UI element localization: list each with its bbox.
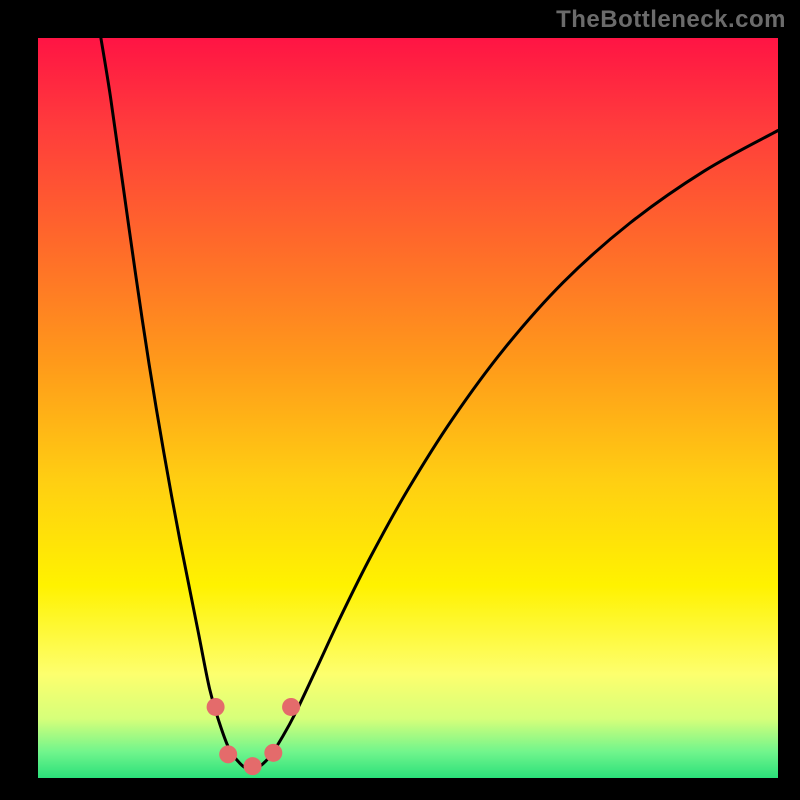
data-marker xyxy=(264,744,282,762)
data-marker xyxy=(207,698,225,716)
data-marker xyxy=(244,757,262,775)
watermark-text: TheBottleneck.com xyxy=(556,6,786,34)
chart-frame: TheBottleneck.com xyxy=(0,0,800,800)
plot-area xyxy=(38,38,778,778)
gradient-background xyxy=(38,38,778,778)
data-marker xyxy=(282,698,300,716)
data-marker xyxy=(219,745,237,763)
bottleneck-chart xyxy=(38,38,778,778)
